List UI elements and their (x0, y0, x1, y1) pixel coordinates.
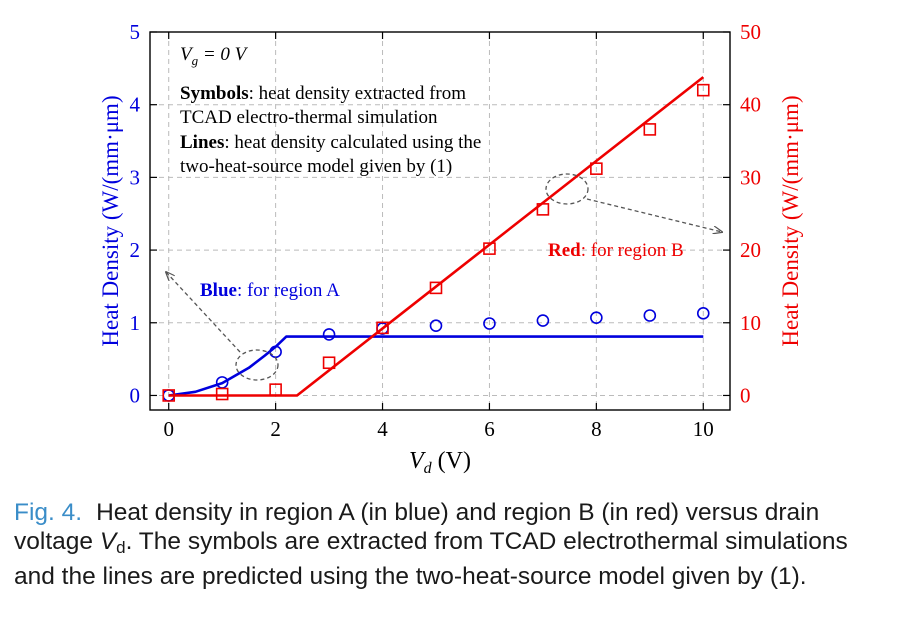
lines-note-line2: two-heat-source model given by (1) (180, 156, 452, 177)
blue-region-note: Blue: for region A (200, 280, 340, 301)
region-b-arrow (586, 198, 722, 232)
region-a-symbol (429, 319, 443, 332)
y-tick-label-right: 0 (740, 383, 751, 407)
y-tick-label-right: 40 (740, 93, 761, 117)
region-b-symbol (429, 281, 443, 295)
region-a-model-line (168, 335, 704, 397)
region-b-model-line (168, 76, 705, 397)
x-tick-label: 6 (484, 417, 495, 441)
y-tick-label-left: 0 (130, 383, 141, 407)
y-tick-label-right: 50 (740, 20, 761, 44)
red-region-note: Red: for region B (548, 240, 684, 261)
caption-text-1: Heat density in region A (in blue) and r… (14, 499, 820, 555)
y-axis-label-left: Heat Density (W/(mm·μm) (98, 95, 123, 346)
y-tick-label-left: 1 (130, 311, 141, 335)
region-b-ellipse (545, 173, 589, 205)
lines-note-line1: Lines: heat density calculated using the (180, 132, 481, 153)
region-a-symbol (643, 309, 657, 322)
region-b-symbol (696, 83, 710, 97)
y-tick-label-right: 30 (740, 165, 761, 189)
caption-label: Fig. 4. (14, 499, 83, 526)
caption-text-2: . The symbols are extracted from TCAD el… (14, 528, 848, 590)
figure-caption: Fig. 4. Heat density in region A (in blue… (14, 498, 890, 591)
x-axis-label: Vd (V) (409, 448, 471, 477)
symbols-note-line2: TCAD electro-thermal simulation (180, 107, 438, 128)
region-b-symbol (215, 387, 229, 401)
y-tick-label-right: 20 (740, 238, 761, 262)
region-b-symbol (590, 162, 603, 175)
region-a-symbol (322, 328, 336, 341)
y-tick-label-right: 10 (740, 311, 761, 335)
y-tick-label-left: 4 (130, 93, 141, 117)
x-tick-label: 0 (163, 417, 174, 441)
caption-var-sub: d (116, 538, 126, 557)
y-axis-label-right: Heat Density (W/(mm·μm) (778, 95, 803, 346)
region-a-symbol (536, 314, 550, 327)
y-tick-label-left: 2 (130, 238, 141, 262)
region-b-symbol (322, 356, 336, 370)
region-a-symbol (590, 311, 603, 324)
region-a-symbol (483, 317, 496, 330)
y-tick-label-left: 3 (130, 165, 141, 189)
x-tick-label: 10 (693, 417, 714, 441)
plot-frame (149, 31, 731, 411)
caption-var: V (99, 528, 117, 555)
region-b-symbol (643, 123, 657, 136)
symbols-note-line1: Symbols: heat density extracted from (180, 83, 466, 104)
region-b-symbol (376, 321, 389, 335)
x-tick-label: 4 (377, 417, 388, 441)
vg-condition: Vg = 0 V (180, 44, 249, 68)
annotation-legend: Vg = 0 V Symbols: heat density extracted… (180, 44, 481, 177)
region-a-symbol (696, 307, 710, 320)
x-tick-label: 8 (591, 417, 602, 441)
series-layer (162, 76, 710, 402)
y-tick-label-left: 5 (130, 20, 141, 44)
region-a-ellipse (235, 349, 279, 381)
x-tick-label: 2 (270, 417, 281, 441)
